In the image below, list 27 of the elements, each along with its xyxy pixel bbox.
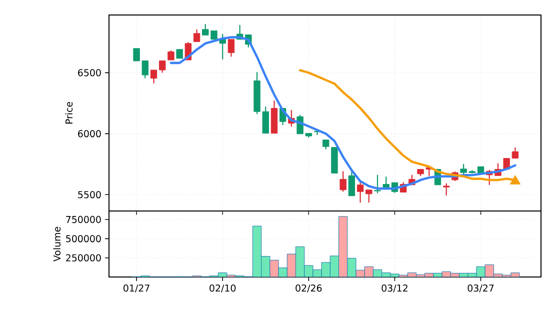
candlestick: [512, 146, 519, 159]
x-tick-label: 02/26: [296, 284, 322, 292]
x-tick-label: 01/27: [124, 284, 150, 292]
x-tick-label: 02/10: [210, 284, 236, 292]
candlestick: [374, 174, 381, 194]
candlestick: [150, 69, 158, 84]
x-tick-label: 03/12: [382, 284, 408, 292]
candlestick: [348, 168, 356, 196]
y-axis-title: Price: [65, 102, 73, 124]
candlestick: [366, 189, 372, 204]
candlestick: [356, 181, 364, 204]
x-tick-label: 03/27: [468, 284, 494, 292]
candlestick: [159, 60, 166, 74]
y-tick-label: 500000: [66, 235, 101, 242]
candlestick: [176, 48, 183, 59]
y-tick-label: 250000: [66, 254, 101, 262]
y-tick-label: 750000: [66, 216, 101, 224]
y-tick-label: 6500: [78, 69, 101, 76]
candlestick: [340, 170, 346, 192]
y-axis-title: Volume: [53, 226, 61, 262]
y-tick-label: 5500: [78, 191, 101, 198]
candlestick: [322, 139, 330, 150]
y-tick-label: 6000: [78, 130, 101, 138]
candlestick: [168, 50, 174, 61]
candlestick: [228, 38, 235, 58]
candlestick: [193, 28, 200, 42]
candlestick: [442, 182, 450, 196]
